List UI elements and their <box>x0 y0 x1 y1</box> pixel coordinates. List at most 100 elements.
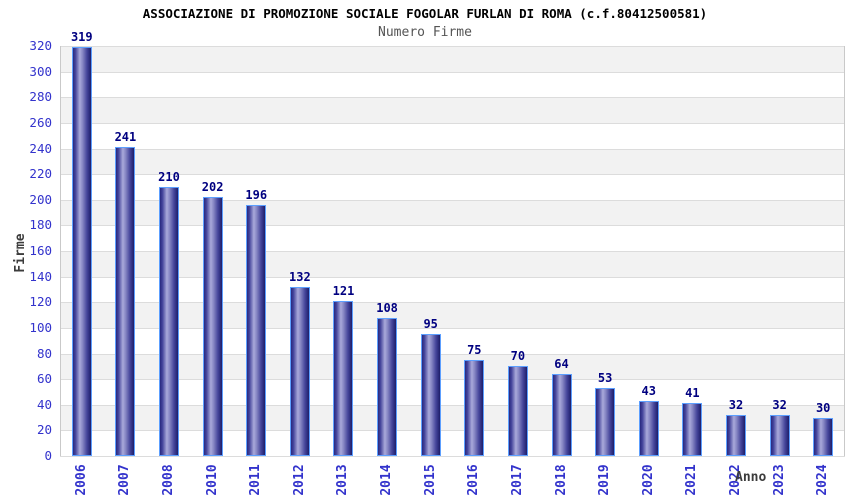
bar-value-label: 41 <box>685 386 700 401</box>
chart-subtitle: Numero Firme <box>378 25 472 40</box>
x-tick-label: 2007 <box>117 464 133 496</box>
bar <box>420 334 441 456</box>
x-tick-label: 2023 <box>771 464 787 496</box>
bar <box>551 374 572 456</box>
x-tick-label: 2006 <box>73 464 89 496</box>
x-tick-label: 2020 <box>640 464 656 496</box>
bar-value-label: 132 <box>289 269 311 284</box>
gridline <box>60 174 845 176</box>
bar-value-label: 121 <box>332 283 355 298</box>
y-tick-label: 0 <box>44 448 52 463</box>
bar <box>202 197 223 456</box>
bar-value-label: 241 <box>114 130 137 145</box>
grid-band <box>60 199 845 226</box>
bar <box>638 400 659 456</box>
x-tick-label: 2019 <box>597 464 613 496</box>
bar <box>159 186 180 456</box>
x-tick-label: 2015 <box>422 464 438 496</box>
grid-band <box>60 276 845 303</box>
y-tick-label: 220 <box>29 166 52 182</box>
y-tick-label: 20 <box>36 422 52 438</box>
x-tick-label: 2021 <box>684 464 700 496</box>
bar <box>595 388 616 456</box>
bar <box>71 47 92 456</box>
y-tick-label: 300 <box>29 63 52 79</box>
bar-value-label: 95 <box>423 317 438 332</box>
y-tick-label: 60 <box>36 371 52 387</box>
grid-band <box>60 251 845 277</box>
gridline <box>60 148 845 150</box>
x-tick-label: 2017 <box>509 464 525 496</box>
gridline <box>60 456 845 457</box>
gridline <box>60 199 845 201</box>
gridline <box>60 302 845 304</box>
gridline <box>60 71 845 73</box>
y-tick-label: 100 <box>29 319 52 335</box>
bar <box>289 286 310 456</box>
grid-band <box>60 430 845 456</box>
gridline <box>60 327 845 329</box>
gridline <box>60 122 845 124</box>
grid-band <box>60 122 845 149</box>
bar <box>682 403 703 456</box>
bar-value-label: 32 <box>772 398 787 412</box>
bar-value-label: 196 <box>245 187 268 202</box>
y-tick-label: 240 <box>29 140 52 156</box>
bar-value-label: 43 <box>641 383 656 398</box>
y-tick-label: 160 <box>29 243 52 258</box>
bar <box>813 417 834 456</box>
grid-band <box>60 46 845 72</box>
bar <box>377 317 398 456</box>
bar <box>464 359 485 456</box>
y-tick-label: 260 <box>29 114 52 130</box>
bar-value-label: 64 <box>554 357 569 371</box>
x-tick-label: 2016 <box>466 464 482 496</box>
y-tick-label: 320 <box>29 38 52 53</box>
bar <box>246 204 267 456</box>
y-tick-label: 180 <box>29 217 52 233</box>
x-tick-label: 2014 <box>379 464 395 496</box>
bar-value-label: 319 <box>70 30 93 45</box>
y-tick-label: 80 <box>36 345 52 361</box>
bar <box>725 415 746 456</box>
grid-band <box>60 353 845 380</box>
grid-band <box>60 148 845 175</box>
bar-value-label: 75 <box>467 342 482 357</box>
gridline <box>60 276 845 278</box>
grid-band <box>60 404 845 431</box>
gridline <box>60 353 845 355</box>
bar <box>507 366 528 456</box>
bar-value-label: 70 <box>510 349 526 364</box>
gridline <box>60 404 845 406</box>
y-tick-label: 280 <box>29 89 52 105</box>
x-tick-label: 2018 <box>553 464 569 496</box>
y-tick-label: 40 <box>36 396 52 412</box>
x-tick-label: 2013 <box>335 464 351 496</box>
bar <box>115 147 136 456</box>
gridline <box>60 46 845 47</box>
grid-band <box>60 302 845 328</box>
y-tick-label: 140 <box>29 268 52 284</box>
y-tick-label: 120 <box>29 294 52 310</box>
x-axis-title: Anno <box>735 470 767 485</box>
gridline <box>60 97 845 99</box>
bar-value-label: 32 <box>728 398 744 412</box>
grid-band <box>60 71 845 98</box>
gridline <box>60 430 845 432</box>
grid-band <box>60 174 845 200</box>
bar-value-label: 53 <box>597 371 613 386</box>
grid-band <box>60 225 845 251</box>
bar-value-label: 202 <box>201 180 224 195</box>
bar-value-label: 30 <box>815 400 831 415</box>
x-tick-label: 2024 <box>815 464 831 496</box>
bar <box>769 415 790 456</box>
gridline <box>60 379 845 381</box>
bar-value-label: 210 <box>158 169 180 184</box>
chart-title: ASSOCIAZIONE DI PROMOZIONE SOCIALE FOGOL… <box>142 6 708 21</box>
x-tick-label: 2011 <box>248 464 264 496</box>
x-tick-label: 2008 <box>161 464 177 496</box>
gridline <box>60 225 845 227</box>
grid-band <box>60 379 845 405</box>
x-tick-label: 2010 <box>204 464 220 496</box>
